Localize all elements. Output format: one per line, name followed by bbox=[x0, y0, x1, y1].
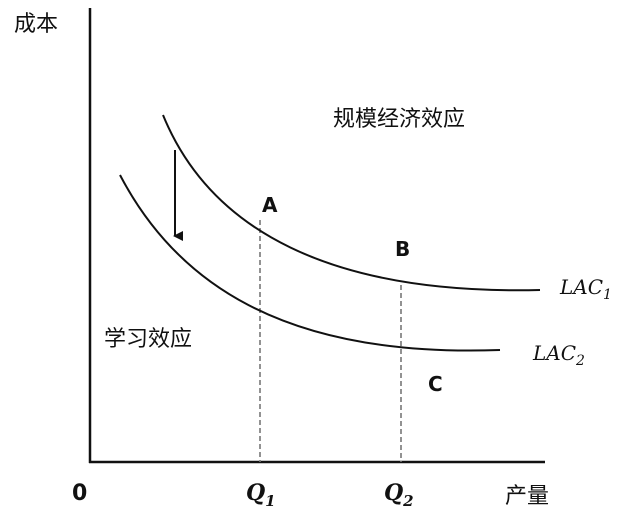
origin-label: 0 bbox=[72, 481, 87, 506]
lac1-label: LAC1 bbox=[559, 275, 612, 303]
lac2-label-main: LAC bbox=[532, 341, 576, 365]
q1-label-main: Q bbox=[246, 480, 265, 506]
lac1-label-sub: 1 bbox=[603, 287, 612, 303]
q2-label: Q2 bbox=[384, 480, 414, 510]
lac1-label-main: LAC bbox=[559, 275, 603, 299]
point-b-label: B bbox=[395, 237, 410, 261]
lac2-curve bbox=[119, 174, 501, 352]
x-axis-label: 产量 bbox=[505, 484, 549, 509]
y-axis-label: 成本 bbox=[14, 12, 58, 37]
q1-label: Q1 bbox=[246, 480, 276, 510]
point-a-label: A bbox=[262, 193, 278, 217]
lac2-label-sub: 2 bbox=[575, 353, 585, 369]
lac1-curve bbox=[162, 114, 541, 292]
q2-label-main: Q bbox=[384, 480, 403, 506]
point-c-label: C bbox=[428, 372, 443, 396]
economies-of-scale-label: 规模经济效应 bbox=[333, 107, 465, 132]
q2-label-sub: 2 bbox=[402, 492, 413, 510]
lac2-label: LAC2 bbox=[532, 341, 585, 369]
learning-effect-label: 学习效应 bbox=[104, 327, 192, 352]
q1-label-sub: 1 bbox=[265, 492, 275, 510]
